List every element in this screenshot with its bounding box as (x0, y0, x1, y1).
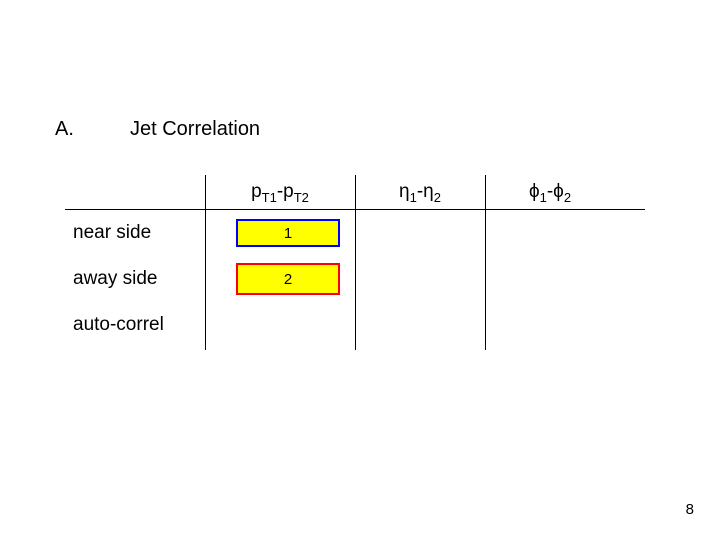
chip-1-text: 1 (284, 225, 292, 242)
header-eta: η1-η2 (355, 181, 485, 209)
header-pt-text: pT1-pT2 (251, 181, 309, 202)
page-number: 8 (686, 501, 694, 518)
cell-away-pt: 2 (213, 263, 363, 295)
header-phi-text: ϕ1-ϕ2 (529, 181, 571, 202)
row-label-near: near side (65, 222, 213, 244)
row-label-auto: auto-correl (65, 314, 213, 336)
header-eta-text: η1-η2 (399, 181, 441, 202)
table-vline (205, 175, 206, 350)
cell-near-pt: 1 (213, 219, 363, 247)
header-empty (65, 205, 205, 209)
section-title: Jet Correlation (130, 118, 260, 141)
chip-2-text: 2 (284, 271, 292, 288)
table-vline (485, 175, 486, 350)
section-label: A. (55, 118, 74, 141)
header-pt: pT1-pT2 (205, 181, 355, 209)
header-phi: ϕ1-ϕ2 (485, 181, 615, 209)
row-label-away: away side (65, 268, 213, 290)
correlation-table: pT1-pT2 η1-η2 ϕ1-ϕ2 near side 1 away sid… (65, 175, 645, 348)
chip-1: 1 (236, 219, 340, 247)
chip-2: 2 (236, 263, 340, 295)
table-vline (355, 175, 356, 350)
